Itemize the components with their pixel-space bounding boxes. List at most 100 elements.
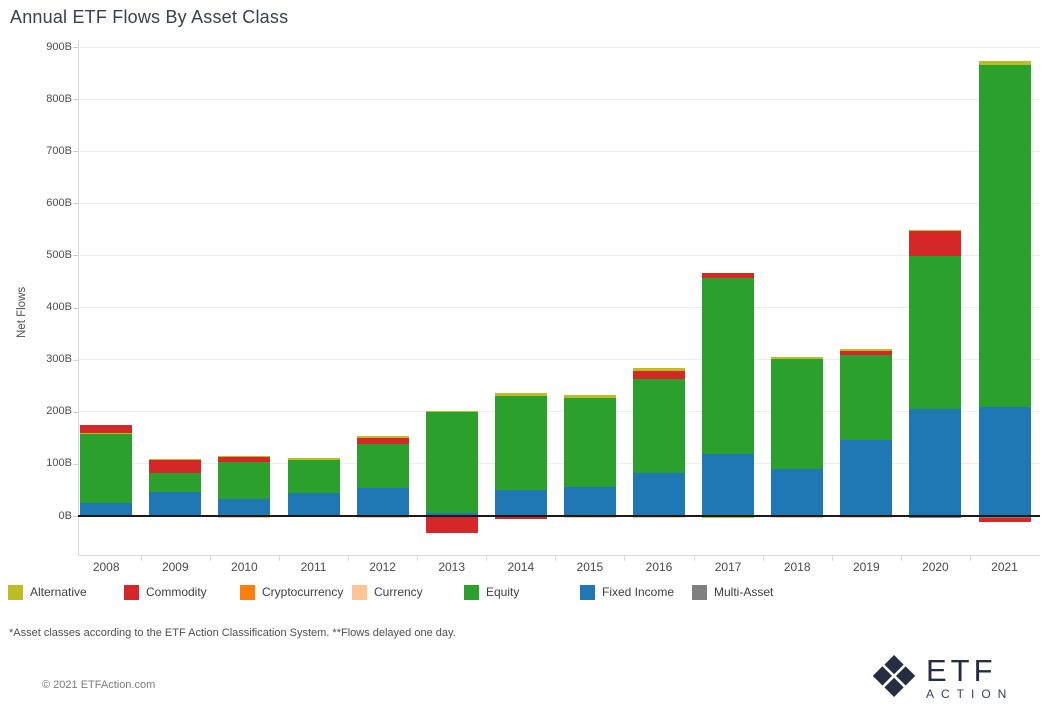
bar-segment-2017-fixed-income[interactable] [702,453,755,516]
bar-segment-2020-fixed-income[interactable] [909,408,962,516]
bar-segment-2018-alternative[interactable] [771,356,824,359]
bar-segment-2013-commodity[interactable] [425,516,478,534]
bar-segment-2021-fixed-income[interactable] [978,406,1031,516]
bar-segment-2014-alternative[interactable] [494,393,547,397]
bar-segment-2014-equity[interactable] [494,396,547,490]
y-tick-label-700B: 700B [46,144,72,157]
bar-segment-2009-equity[interactable] [149,472,202,492]
x-tick-mark [969,555,971,561]
bar-segment-2021-equity[interactable] [978,64,1031,407]
bar-segment-2013-equity[interactable] [425,412,478,514]
bar-segment-2008-alternative[interactable] [80,432,133,435]
bar-segment-2020-commodity[interactable] [909,231,962,256]
bar-segment-2019-currency[interactable] [840,516,893,519]
y-tick-label-900B: 900B [46,40,72,53]
bar-segment-2010-fixed-income[interactable] [218,498,271,516]
bar-segment-2011-alternative[interactable] [287,458,340,460]
y-tick-label-300B: 300B [46,353,72,366]
bar-segment-2019-alternative[interactable] [840,348,893,352]
bar-segment-2017-commodity[interactable] [702,273,755,278]
bar-segment-2016-alternative[interactable] [633,368,685,372]
bar-segment-2015-alternative[interactable] [563,394,616,398]
bar-segment-2016-commodity[interactable] [633,371,685,379]
bar-segment-2018-fixed-income[interactable] [771,469,824,516]
bar-segment-2020-alternative[interactable] [909,229,962,232]
bar-segment-2017-equity[interactable] [702,277,755,454]
bar-segment-2013-alternative[interactable] [425,410,478,413]
y-tick-label-200B: 200B [46,405,72,418]
bar-segment-2018-equity[interactable] [771,358,824,470]
bar-segment-2012-commodity[interactable] [356,438,409,444]
bar-segment-2016-currency[interactable] [633,516,685,519]
y-tick-label-800B: 800B [46,92,72,105]
x-tick-label-2008: 2008 [92,560,120,574]
bar-segment-2012-alternative[interactable] [356,435,409,439]
bar-segment-2014-commodity[interactable] [494,516,547,519]
y-tick-mark [73,307,78,309]
bar-segment-2011-equity[interactable] [287,459,340,494]
x-tick-mark [348,555,350,561]
y-tick-mark [73,203,78,205]
bar-segment-2009-alternative[interactable] [149,458,202,461]
page-title: Annual ETF Flows By Asset Class [10,7,289,27]
x-tick-mark [417,555,419,561]
y-tick-mark [73,359,78,361]
gridline-500B [78,254,1040,256]
x-tick-label-2010: 2010 [231,560,258,574]
bar-segment-2019-equity[interactable] [840,355,893,440]
logo-line-action: ACTION [926,687,1014,701]
legend-item-alternative[interactable]: Alternative [8,584,87,600]
bar-segment-2009-fixed-income[interactable] [149,492,202,516]
x-tick-label-2016: 2016 [645,560,673,574]
x-tick-mark [831,555,833,561]
bar-segment-2017-alternative[interactable] [702,516,755,519]
bar-segment-2008-equity[interactable] [80,434,133,503]
x-tick-mark [486,555,488,561]
bar-segment-2010-commodity[interactable] [218,457,271,463]
gridline-900B [78,46,1040,48]
bar-segment-2014-fixed-income[interactable] [494,489,547,516]
x-tick-mark [555,555,557,561]
y-tick-mark [73,516,78,517]
bar-segment-2011-fixed-income[interactable] [287,493,340,516]
x-tick-mark [140,555,142,561]
legend-item-cryptocurrency[interactable]: Cryptocurrency [240,584,343,600]
bar-segment-2016-equity[interactable] [633,378,685,473]
bar-segment-2009-commodity[interactable] [149,460,202,473]
legend-item-equity[interactable]: Equity [464,584,519,600]
bar-segment-2018-currency[interactable] [771,516,824,519]
bar-segment-2010-currency[interactable] [218,516,271,519]
bar-segment-2021-commodity[interactable] [978,518,1031,523]
bar-segment-2021-multi-asset[interactable] [978,516,1031,519]
bar-segment-2015-equity[interactable] [563,397,616,487]
bar-segment-2013-fixed-income[interactable] [425,513,478,516]
y-tick-label-0B: 0B [58,509,72,522]
bar-segment-2020-multi-asset[interactable] [909,516,962,519]
alternative-swatch-icon [8,584,23,600]
bar-segment-2021-alternative[interactable] [978,60,1031,65]
cryptocurrency-swatch-icon [240,584,255,600]
bar-segment-2010-alternative[interactable] [218,456,271,458]
bar-segment-2012-fixed-income[interactable] [356,487,409,516]
bar-segment-2012-currency[interactable] [356,516,409,519]
bar-segment-2016-fixed-income[interactable] [633,472,685,516]
legend-item-commodity[interactable]: Commodity [124,584,207,600]
bar-segment-2008-commodity[interactable] [80,424,133,433]
legend-item-currency[interactable]: Currency [352,584,423,600]
bar-segment-2020-equity[interactable] [909,255,962,409]
bar-segment-2012-equity[interactable] [356,443,409,488]
x-tick-mark [762,555,764,561]
y-tick-label-100B: 100B [46,457,72,470]
y-tick-mark [73,151,78,153]
gridline-800B [78,98,1040,100]
bar-segment-2019-fixed-income[interactable] [840,439,893,516]
bar-segment-2015-fixed-income[interactable] [563,486,616,516]
legend-item-fixed-income[interactable]: Fixed Income [580,584,674,600]
x-tick-label-2011: 2011 [300,560,327,574]
bar-segment-2019-commodity[interactable] [840,351,893,356]
bar-segment-2008-fixed-income[interactable] [80,502,133,516]
bar-segment-2010-equity[interactable] [218,462,271,499]
legend-item-multi-asset[interactable]: Multi-Asset [692,584,773,600]
